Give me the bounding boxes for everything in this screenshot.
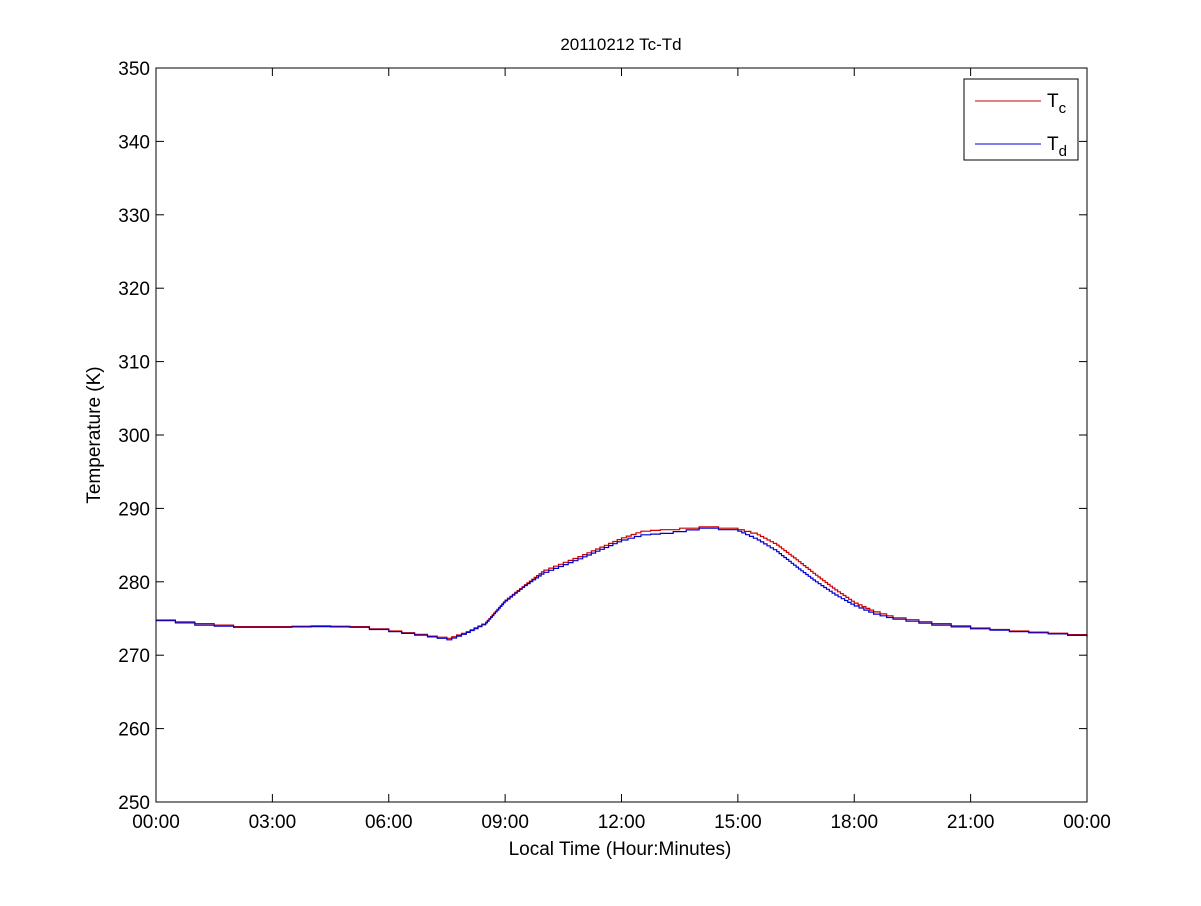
y-tick-label: 270 xyxy=(118,646,150,667)
y-tick-label: 310 xyxy=(118,353,150,374)
x-axis-label: Local Time (Hour:Minutes) xyxy=(509,839,732,860)
y-tick-label: 250 xyxy=(118,793,150,814)
legend-box xyxy=(963,78,1079,161)
legend-label: Tc xyxy=(1047,91,1067,117)
y-tick-label: 340 xyxy=(118,132,150,153)
y-axis-label: Temperature (K) xyxy=(84,366,105,503)
x-tick-label: 12:00 xyxy=(598,812,646,833)
plot-area-frame xyxy=(155,67,1088,803)
legend: Tc Td xyxy=(963,78,1079,161)
y-tick-label: 300 xyxy=(118,426,150,447)
y-tick-label: 330 xyxy=(118,206,150,227)
y-tick-label: 260 xyxy=(118,720,150,741)
y-tick-label: 280 xyxy=(118,573,150,594)
chart-title: 20110212 Tc-Td xyxy=(560,35,681,54)
series-line-Td xyxy=(155,527,1088,641)
x-tick-label: 00:00 xyxy=(132,812,180,833)
y-tick-label: 290 xyxy=(118,499,150,520)
y-tick-label: 320 xyxy=(118,279,150,300)
x-tick-label: 03:00 xyxy=(249,812,297,833)
x-tick-label: 00:00 xyxy=(1063,812,1111,833)
x-tick-label: 21:00 xyxy=(947,812,995,833)
x-tick-label: 09:00 xyxy=(481,812,529,833)
y-tick-label: 350 xyxy=(118,59,150,80)
x-tick-label: 06:00 xyxy=(365,812,413,833)
legend-label: Td xyxy=(1047,134,1067,160)
series-line-Tc xyxy=(155,526,1088,639)
x-tick-label: 18:00 xyxy=(830,812,878,833)
x-tick-label: 15:00 xyxy=(714,812,762,833)
